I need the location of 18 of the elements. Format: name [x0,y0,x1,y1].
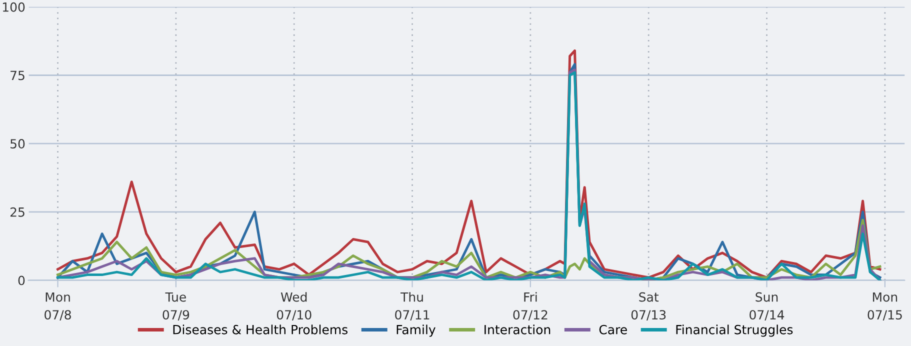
legend-label: Family [396,324,436,337]
x-tick-label: Wed 07/10 [276,292,312,321]
x-tick-label: Sun 07/14 [750,292,784,321]
x-tick-label: Fri 07/12 [513,292,548,321]
legend-label: Interaction [484,324,550,334]
y-tick-label: 25 [10,207,24,217]
x-tick-label: Mon 07/8 [44,292,71,321]
y-tick-label: 100 [2,2,25,12]
y-tick-label: 0 [18,276,25,286]
x-tick-label: Sat 07/13 [631,292,666,321]
legend-label: Diseases & Health Problems [173,324,348,334]
legend-label: Care [599,324,627,334]
y-tick-label: 75 [10,70,24,80]
x-tick-label: Mon 07/15 [868,292,902,321]
legend-label: Financial Struggles [676,324,793,337]
x-tick-label: Tue 07/9 [162,292,190,321]
y-tick-label: 50 [10,139,25,149]
x-tick-label: Thu 07/11 [395,292,430,321]
